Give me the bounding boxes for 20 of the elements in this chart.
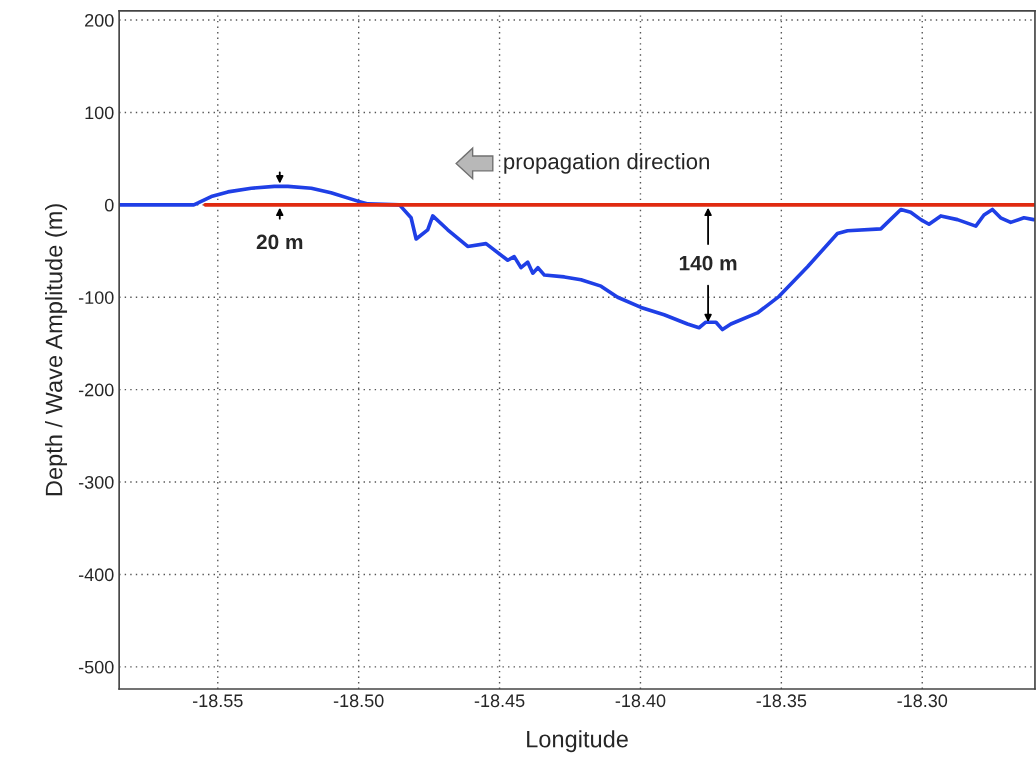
x-tick-label: -18.30 xyxy=(897,694,948,708)
x-tick-label: -18.45 xyxy=(474,694,525,708)
annotation: propagation direction xyxy=(504,153,709,174)
y-tick-label: -300 xyxy=(78,475,114,489)
x-tick-label: -18.50 xyxy=(333,694,384,708)
x-axis-title: Longitude xyxy=(527,730,628,753)
annotation: 20 m xyxy=(256,234,303,250)
y-tick-label: -400 xyxy=(78,568,114,582)
x-tick-label: -18.40 xyxy=(615,694,666,708)
y-tick-label: 200 xyxy=(85,13,114,27)
y-tick-label: -200 xyxy=(78,383,114,397)
y-tick-label: 0 xyxy=(104,198,114,212)
annotation: 140 m xyxy=(679,255,737,271)
x-tick-label: -18.55 xyxy=(192,694,243,708)
y-axis-title: Depth / Wave Amplitude (m) xyxy=(45,204,68,496)
x-tick-label: -18.35 xyxy=(756,694,807,708)
y-tick-label: -100 xyxy=(78,291,114,304)
y-tick-label: -500 xyxy=(78,660,114,674)
line-series xyxy=(119,184,1035,332)
y-tick-label: 100 xyxy=(85,106,114,120)
